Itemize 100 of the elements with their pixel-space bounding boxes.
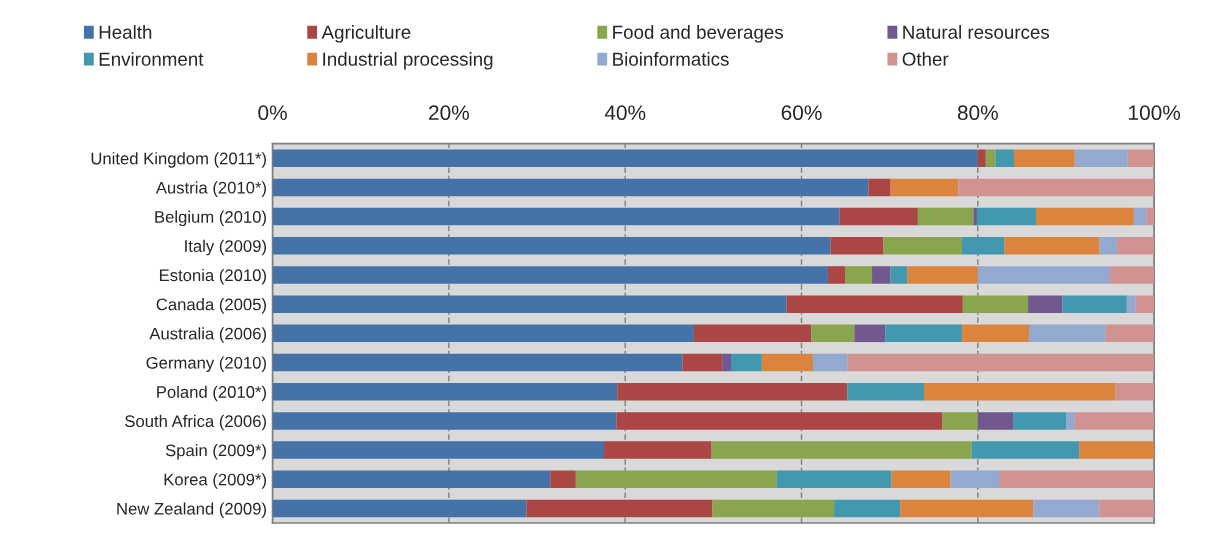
bar — [776, 470, 892, 489]
bar — [616, 412, 943, 430]
y-tick-label: Germany (2010) — [146, 356, 266, 373]
bar — [272, 470, 551, 489]
bar — [961, 237, 1005, 255]
bar — [839, 207, 918, 226]
y-tick-label: New Zealand (2009) — [117, 502, 266, 518]
bar — [272, 149, 978, 167]
bar — [811, 324, 855, 343]
bar — [907, 266, 978, 284]
legend-label: Health — [99, 25, 152, 39]
bar — [617, 382, 848, 401]
bar — [845, 266, 873, 284]
bar — [1013, 149, 1075, 167]
bar — [958, 178, 1155, 197]
bar — [272, 353, 683, 372]
bar — [272, 382, 618, 401]
bar — [1146, 207, 1155, 226]
bar — [847, 353, 1155, 372]
bar — [924, 382, 1116, 401]
bar — [711, 441, 972, 459]
legend-label: Agriculture — [321, 25, 411, 43]
bar — [1099, 499, 1155, 518]
bar — [1079, 441, 1155, 459]
bar — [1115, 382, 1155, 401]
bar — [891, 470, 951, 489]
bar — [812, 353, 848, 372]
y-tick-label: Estonia (2010) — [159, 268, 266, 285]
x-tick-label: 60% — [781, 105, 822, 121]
y-tick-label: Austria (2010*) — [155, 181, 266, 197]
y-tick-label: Korea (2009*) — [164, 473, 266, 489]
bar — [995, 149, 1014, 167]
bar — [830, 237, 884, 255]
bar — [834, 499, 901, 518]
bar — [272, 499, 527, 518]
bar — [973, 207, 977, 226]
bar — [942, 412, 978, 430]
x-tick-label: 80% — [957, 105, 998, 121]
bar — [977, 149, 986, 167]
y-tick-label: Italy (2009) — [185, 239, 266, 256]
bar — [722, 353, 731, 372]
bar — [1105, 324, 1155, 343]
bar — [272, 324, 694, 343]
bar — [730, 353, 762, 372]
bar — [272, 266, 828, 284]
y-tick-label: Spain (2009*) — [165, 444, 266, 460]
bar — [761, 353, 813, 372]
bar — [847, 382, 925, 401]
x-tick-label: 40% — [604, 105, 646, 121]
legend-label: Environment — [99, 52, 204, 66]
bar — [712, 499, 835, 518]
bar — [977, 412, 1014, 430]
bar — [962, 295, 1029, 313]
bar — [998, 470, 1155, 489]
bar — [868, 178, 891, 197]
bar — [1028, 324, 1106, 343]
bar — [1062, 295, 1127, 313]
bar — [682, 353, 723, 372]
bar — [272, 412, 617, 430]
legend-label: Food and beverages — [613, 25, 783, 43]
y-tick-label: Canada (2005) — [156, 298, 266, 314]
legend-label: Bioinformatics — [613, 52, 729, 66]
bar — [1110, 266, 1155, 284]
bar — [786, 295, 963, 313]
bar — [985, 149, 996, 167]
y-tick-label: Belgium (2010) — [155, 210, 266, 227]
bar — [971, 441, 1080, 459]
bar — [1133, 207, 1147, 226]
bar — [272, 178, 869, 197]
bar — [272, 295, 787, 313]
bar — [854, 324, 886, 343]
bar — [883, 237, 962, 255]
bar — [1028, 295, 1063, 313]
bar — [272, 237, 831, 255]
bar — [1127, 149, 1155, 167]
legend-label: Industrial processing — [323, 52, 493, 70]
bar — [977, 266, 1111, 284]
bar — [1099, 237, 1118, 255]
bar — [827, 266, 846, 284]
bar — [604, 441, 712, 459]
x-tick-label: 0% — [258, 105, 287, 121]
legend-label: Other — [902, 52, 949, 66]
bar — [872, 266, 891, 284]
bar — [885, 324, 962, 343]
bar — [1074, 412, 1155, 430]
x-tick-label: 100% — [1129, 105, 1181, 121]
bar — [693, 324, 812, 343]
bar — [575, 470, 777, 489]
bar — [976, 207, 1037, 226]
bar — [526, 499, 713, 518]
bar — [1074, 149, 1128, 167]
bar — [950, 470, 999, 489]
bar — [1004, 237, 1100, 255]
bar — [1013, 412, 1066, 430]
bar — [1036, 207, 1134, 226]
bar — [1033, 499, 1100, 518]
bar — [1135, 295, 1155, 313]
bar — [890, 178, 959, 197]
bar — [890, 266, 908, 284]
y-tick-label: United Kingdom (2011*) — [91, 152, 266, 168]
